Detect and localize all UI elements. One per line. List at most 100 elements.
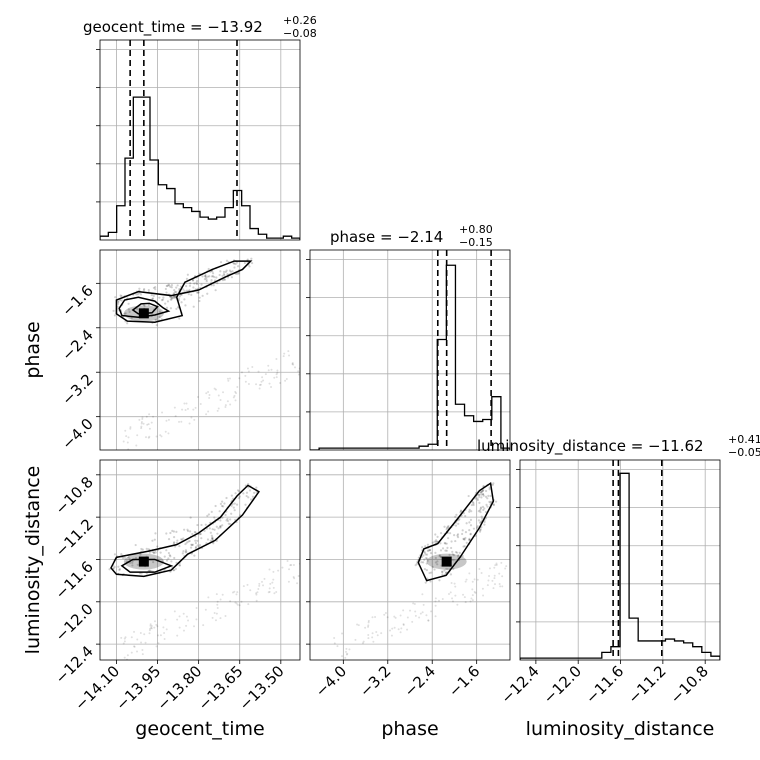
sample-point-tail bbox=[276, 371, 279, 374]
sample-point-tail bbox=[133, 645, 136, 648]
sample-point bbox=[175, 286, 178, 289]
sample-point-tail bbox=[487, 579, 490, 582]
sample-point bbox=[222, 270, 226, 273]
sample-point bbox=[219, 519, 222, 522]
sample-point bbox=[459, 511, 462, 514]
sample-point bbox=[191, 279, 195, 282]
y-tick-label: −10.8 bbox=[52, 473, 97, 518]
sample-point-tail bbox=[449, 591, 452, 594]
sample-point-tail bbox=[167, 432, 170, 435]
sample-point bbox=[242, 492, 245, 495]
sample-point bbox=[170, 296, 173, 299]
sample-point-tail bbox=[138, 418, 141, 421]
sample-point bbox=[463, 545, 466, 548]
sample-point bbox=[456, 555, 460, 558]
sample-point bbox=[451, 553, 454, 556]
sample-point bbox=[165, 284, 168, 288]
sample-point-tail bbox=[122, 440, 125, 443]
sample-point-tail bbox=[364, 626, 367, 629]
sample-point bbox=[167, 283, 170, 286]
sample-point bbox=[205, 278, 208, 281]
sample-point bbox=[464, 536, 467, 540]
sample-point bbox=[430, 571, 433, 574]
sample-point bbox=[237, 490, 241, 493]
sample-point bbox=[230, 512, 233, 515]
sample-point bbox=[478, 521, 482, 524]
sample-point-tail bbox=[291, 361, 294, 364]
sample-point-tail bbox=[402, 623, 405, 626]
sample-point bbox=[194, 531, 197, 534]
sample-point bbox=[214, 289, 217, 292]
sample-point-tail bbox=[371, 636, 374, 639]
sample-point-tail bbox=[414, 614, 417, 617]
panel-body bbox=[100, 40, 300, 240]
sample-point-tail bbox=[125, 435, 128, 438]
sample-point-tail bbox=[493, 577, 496, 580]
sample-point-tail bbox=[285, 377, 288, 380]
panel-grid bbox=[310, 460, 510, 660]
sample-point bbox=[474, 497, 477, 500]
sample-point-tail bbox=[249, 589, 252, 592]
sample-point bbox=[191, 279, 195, 282]
sample-point bbox=[212, 275, 215, 278]
sample-point-tail bbox=[451, 597, 454, 600]
sample-point bbox=[439, 542, 442, 545]
sample-point-tail bbox=[176, 634, 179, 637]
sample-point bbox=[452, 567, 455, 571]
sample-point-tail bbox=[255, 593, 258, 596]
sample-point-tail bbox=[495, 562, 498, 565]
sample-point bbox=[194, 546, 197, 550]
sample-point bbox=[193, 282, 196, 285]
sample-point bbox=[172, 530, 176, 533]
sample-point bbox=[479, 510, 482, 514]
sample-point-tail bbox=[195, 606, 198, 609]
sample-point bbox=[478, 493, 481, 496]
sample-point bbox=[445, 542, 448, 545]
sample-point bbox=[113, 553, 117, 556]
sample-point bbox=[139, 553, 142, 556]
sample-point bbox=[443, 541, 446, 545]
sample-point bbox=[131, 561, 134, 564]
sample-point bbox=[245, 491, 249, 494]
panel-body bbox=[112, 257, 300, 450]
sample-point bbox=[169, 307, 173, 310]
sample-point bbox=[482, 493, 485, 496]
contour-0 bbox=[417, 482, 495, 582]
sample-point bbox=[221, 524, 224, 527]
density-peak bbox=[441, 556, 452, 567]
sample-point-tail bbox=[262, 584, 265, 587]
sample-point bbox=[236, 489, 240, 492]
sample-point-tail bbox=[346, 652, 349, 655]
sample-point bbox=[485, 503, 488, 506]
sample-point-tail bbox=[224, 614, 227, 617]
sample-point-tail bbox=[180, 420, 183, 423]
sample-point bbox=[120, 299, 123, 302]
x-tick-label: −3.2 bbox=[356, 662, 394, 700]
sample-point bbox=[482, 508, 485, 512]
title-geocent-time-sup: +0.26 bbox=[283, 14, 317, 27]
sample-point-tail bbox=[205, 392, 208, 395]
sample-point-tail bbox=[390, 634, 393, 637]
sample-point bbox=[123, 312, 126, 315]
sample-point bbox=[154, 285, 157, 289]
sample-point-tail bbox=[238, 377, 241, 380]
sample-point bbox=[172, 541, 176, 544]
sample-point-tail bbox=[150, 421, 153, 424]
sample-point bbox=[213, 516, 216, 519]
sample-point bbox=[118, 567, 121, 571]
sample-point bbox=[464, 514, 467, 518]
sample-point bbox=[178, 295, 181, 298]
sample-point bbox=[215, 539, 218, 543]
sample-point-tail bbox=[471, 599, 474, 602]
sample-point-tail bbox=[127, 436, 130, 439]
sample-point-tail bbox=[474, 591, 477, 594]
sample-point-tail bbox=[454, 585, 457, 588]
sample-point bbox=[480, 493, 483, 496]
sample-point-tail bbox=[219, 617, 222, 620]
sample-point bbox=[147, 289, 150, 292]
sample-point bbox=[198, 544, 202, 547]
sample-point bbox=[174, 567, 177, 571]
sample-point bbox=[469, 518, 473, 521]
sample-point-tail bbox=[216, 600, 219, 603]
sample-point bbox=[218, 510, 221, 513]
